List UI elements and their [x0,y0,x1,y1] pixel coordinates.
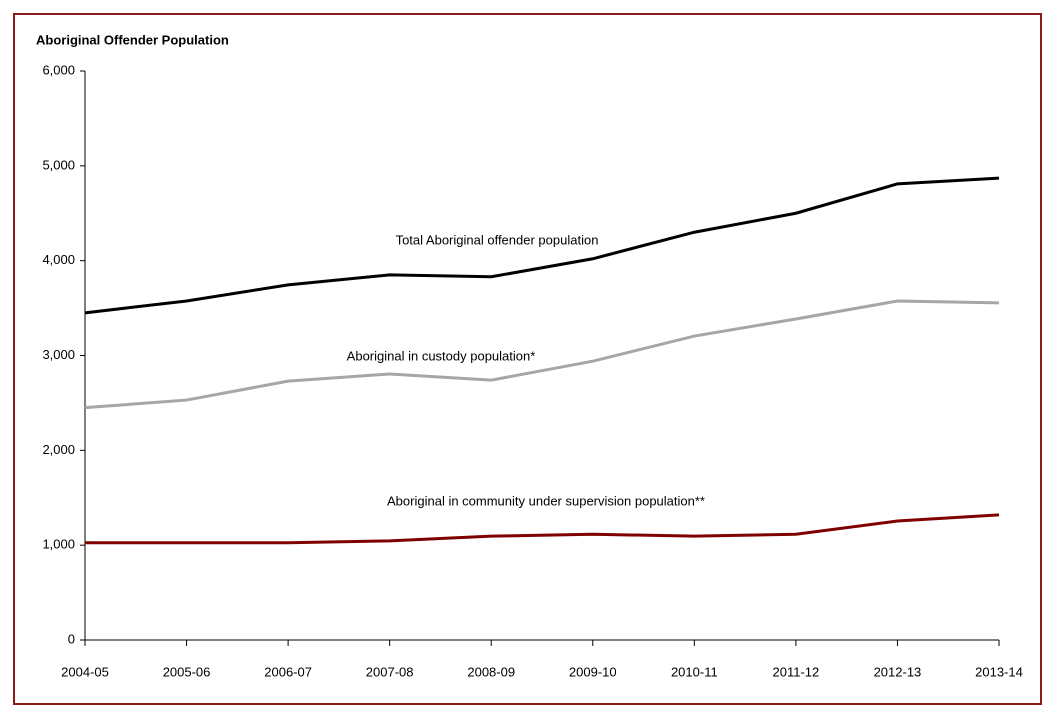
y-tick-label: 1,000 [42,537,75,552]
chart-title: Aboriginal Offender Population [36,32,229,47]
x-tick-label: 2012-13 [874,664,922,679]
x-tick-label: 2011-12 [773,664,820,679]
x-tick-label: 2013-14 [975,664,1023,679]
y-tick-label: 0 [68,631,75,646]
y-tick-label: 5,000 [42,157,75,172]
frame [13,13,1042,705]
series-line [84,299,1000,410]
series-label: Aboriginal in custody population* [347,348,536,363]
x-tick-label: 2006-07 [264,664,312,679]
x-tick-label: 2005-06 [163,664,211,679]
series-line [85,513,1000,545]
x-tick-label: 2010-11 [671,664,718,679]
series-label: Aboriginal in community under supervisio… [387,493,705,508]
series-line [84,176,1000,315]
x-tick-label: 2009-10 [569,664,617,679]
x-tick-label: 2004-05 [61,664,109,679]
y-tick-label: 4,000 [42,252,75,267]
y-tick-label: 2,000 [42,442,75,457]
y-tick-label: 3,000 [42,347,75,362]
x-tick-label: 2007-08 [366,664,414,679]
y-tick-label: 6,000 [42,62,75,77]
x-tick-label: 2008-09 [467,664,515,679]
series-label: Total Aboriginal offender population [396,232,599,247]
